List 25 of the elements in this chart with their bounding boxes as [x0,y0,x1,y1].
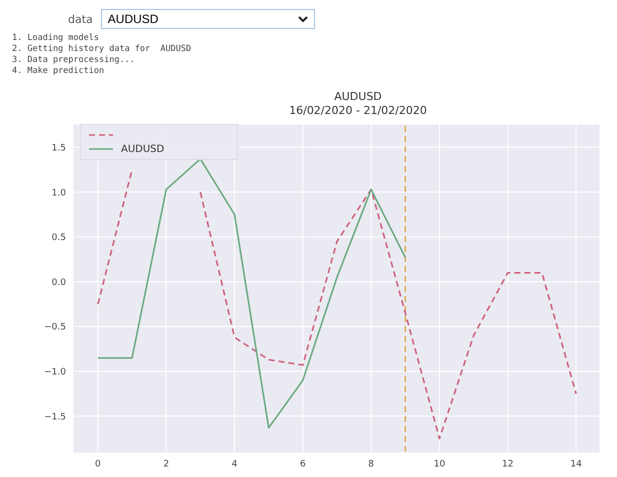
y-tick-label: −1.0 [44,368,66,378]
text: 4. Make prediction [12,66,106,77]
chart-subtitle: 16/02/2020 - 21/02/2020 [288,104,428,118]
y-tick-label: −0.5 [44,322,66,333]
chart-title: AUDUSD [333,90,383,104]
text: data [68,12,93,26]
x-tick-label: 2 [163,459,170,470]
x-tick-label: 12 [502,459,514,470]
x-tick-label: 0 [95,459,102,470]
y-tick-label: 1.0 [52,188,66,198]
text: 2. Getting history data for AUDUSD [12,44,192,55]
text: 3. Data preprocessing... [12,55,136,66]
x-tick-label: 6 [300,459,306,470]
y-tick-label: −1.5 [44,412,66,422]
line-series [97,158,406,429]
y-tick-label: 0.0 [52,278,66,288]
x-tick-label: 4 [232,459,238,470]
x-tick-label: 14 [570,459,582,470]
x-tick-label: 8 [368,459,374,470]
x-tick-label: 10 [434,459,446,470]
legend-label: AUDUSD [121,144,164,154]
text: 1. Loading models [12,33,100,44]
y-tick-label: 0.5 [52,233,66,244]
y-tick-label: 1.5 [52,143,66,154]
dropdown-field: AUDUSD [100,9,315,29]
